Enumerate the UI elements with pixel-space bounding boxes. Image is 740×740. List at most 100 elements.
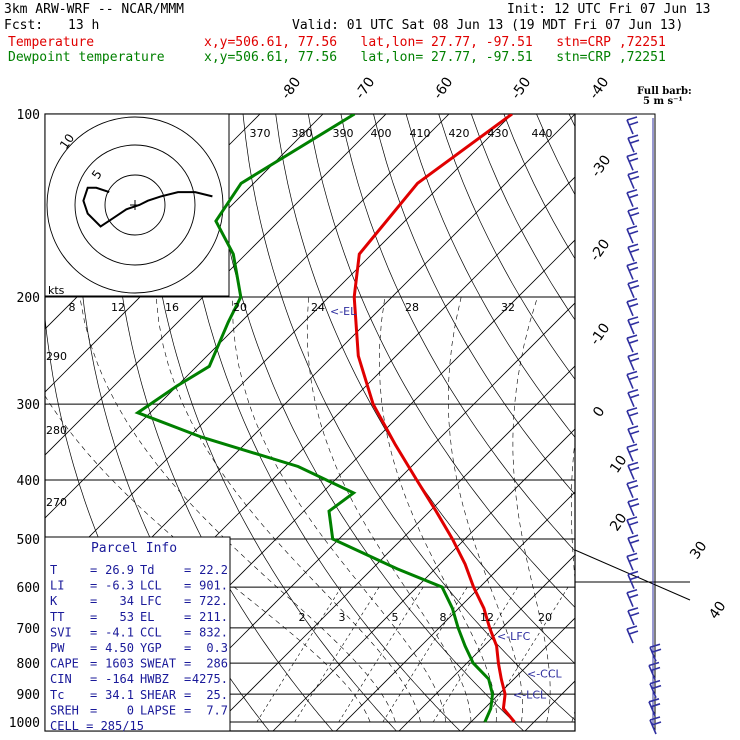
dry-adiabat-line bbox=[373, 114, 575, 495]
parcel-info-value: 1603 bbox=[105, 657, 134, 671]
speed-scale-label: 28 bbox=[405, 301, 419, 314]
theta-label: 420 bbox=[449, 127, 470, 140]
parcel-info-key: EL bbox=[140, 610, 154, 624]
hodograph-ring bbox=[104, 174, 166, 236]
parcel-info-key: CAPE bbox=[50, 657, 79, 671]
el-level-label: <-EL bbox=[330, 305, 357, 318]
dry-adiabat-line bbox=[177, 114, 461, 731]
parcel-info-value: 901. bbox=[199, 579, 228, 593]
parcel-info-equals: = bbox=[184, 657, 191, 671]
legend-dewpoint-name: Dewpoint temperature bbox=[8, 50, 165, 65]
hodograph-ring bbox=[74, 144, 196, 266]
parcel-info-value: 722. bbox=[199, 594, 228, 608]
dry-adiabat-line bbox=[621, 86, 740, 735]
wind-barb bbox=[626, 552, 639, 571]
speed-scale-label: 24 bbox=[311, 301, 325, 314]
parcel-info-value: 286 bbox=[206, 657, 228, 671]
dry-adiabat-line bbox=[242, 114, 575, 721]
hodograph-ring bbox=[46, 116, 224, 294]
theta-label: 410 bbox=[410, 127, 431, 140]
theta-label: 370 bbox=[250, 127, 271, 140]
parcel-info-key: CIN bbox=[50, 672, 72, 686]
wind-barb bbox=[626, 370, 639, 389]
mixing-ratio-line bbox=[338, 586, 424, 723]
parcel-info-value: -6.3 bbox=[105, 579, 134, 593]
speed-scale-label: 20 bbox=[233, 301, 247, 314]
parcel-info-value: 0.3 bbox=[206, 641, 228, 655]
parcel-info-key: LI bbox=[50, 579, 64, 593]
parcel-info-value: 4275. bbox=[192, 672, 228, 686]
parcel-info-equals: = bbox=[184, 610, 191, 624]
wind-barb bbox=[627, 352, 640, 371]
wet-bulb-label: 290 bbox=[46, 350, 67, 363]
wind-barb bbox=[627, 170, 640, 189]
wind-barb bbox=[626, 152, 639, 171]
parcel-info-value: 4.50 bbox=[105, 641, 134, 655]
wind-barb bbox=[627, 388, 640, 408]
parcel-info-equals: = bbox=[184, 579, 191, 593]
pressure-label-300: 300 bbox=[17, 398, 40, 413]
temperature-axis-label: 40 bbox=[706, 599, 729, 623]
parcel-info-value: 53 bbox=[120, 610, 134, 624]
wet-bulb-label: 280 bbox=[46, 424, 67, 437]
wind-barb bbox=[627, 607, 640, 626]
pressure-label-600: 600 bbox=[17, 581, 40, 596]
mixing-ratio-label: 12 bbox=[480, 611, 494, 624]
parcel-info-equals: = bbox=[90, 703, 97, 717]
wind-barb bbox=[627, 243, 640, 262]
mixing-ratio-label: 8 bbox=[440, 611, 447, 624]
temperature-axis-label: -80 bbox=[278, 74, 304, 102]
parcel-info-equals: = bbox=[90, 657, 97, 671]
plot-frame bbox=[44, 113, 576, 732]
pressure-label-200: 200 bbox=[17, 291, 40, 306]
parcel-info-value: 211. bbox=[199, 610, 228, 624]
wind-barb bbox=[627, 279, 640, 298]
dry-adiabat-line bbox=[716, 86, 740, 735]
dry-adiabat-line bbox=[405, 114, 575, 438]
parcel-info-key: TT bbox=[50, 610, 64, 624]
valid-time: Valid: 01 UTC Sat 08 Jun 13 (19 MDT Fri … bbox=[292, 18, 684, 33]
isotherm-line bbox=[584, 86, 740, 735]
wind-barb bbox=[626, 225, 639, 244]
speed-scale-label: 12 bbox=[111, 301, 125, 314]
wind-barb bbox=[648, 661, 661, 680]
temperature-axis-label: -60 bbox=[430, 74, 456, 102]
parcel-info-value: -164 bbox=[105, 672, 134, 686]
parcel-info-key: Tc bbox=[50, 688, 64, 702]
parcel-info-value: 26.9 bbox=[105, 563, 134, 577]
temperature-axis-label: -50 bbox=[508, 74, 534, 102]
pressure-label-400: 400 bbox=[17, 474, 40, 489]
wind-barb bbox=[627, 134, 640, 153]
parcel-info-value: 7.7 bbox=[206, 703, 228, 717]
isotherm-line bbox=[647, 86, 740, 735]
parcel-info-equals: = bbox=[184, 641, 191, 655]
wind-barb bbox=[626, 516, 639, 535]
temperature-trace bbox=[352, 114, 516, 723]
legend-temperature-name: Temperature bbox=[8, 35, 95, 50]
wind-barb bbox=[649, 679, 662, 698]
wind-barb bbox=[648, 698, 661, 717]
wind-barb bbox=[627, 570, 640, 589]
pressure-label-800: 800 bbox=[17, 657, 40, 672]
parcel-info-key: LFC bbox=[140, 594, 162, 608]
parcel-info-value: 25. bbox=[206, 688, 228, 702]
wind-barb bbox=[626, 334, 639, 353]
moist-adiabat-line bbox=[570, 439, 575, 723]
isotherm-line bbox=[45, 114, 513, 582]
parcel-info-key: T bbox=[50, 563, 57, 577]
theta-label: 430 bbox=[488, 127, 509, 140]
mixing-ratio-line bbox=[256, 586, 342, 723]
wind-barb bbox=[626, 298, 639, 317]
hodograph-axis-label: kts bbox=[48, 284, 65, 297]
parcel-info-value: 832. bbox=[199, 625, 228, 639]
theta-label: 400 bbox=[371, 127, 392, 140]
temperature-axis-label: 20 bbox=[607, 511, 630, 535]
isotherm-line bbox=[45, 114, 450, 519]
isotherm-line bbox=[45, 114, 387, 456]
moist-adiabat-line bbox=[232, 296, 447, 723]
pressure-label-900: 900 bbox=[17, 688, 40, 703]
parcel-info-value: 34.1 bbox=[105, 688, 134, 702]
speed-scale-label: 16 bbox=[165, 301, 179, 314]
isotherm-line bbox=[398, 554, 575, 731]
